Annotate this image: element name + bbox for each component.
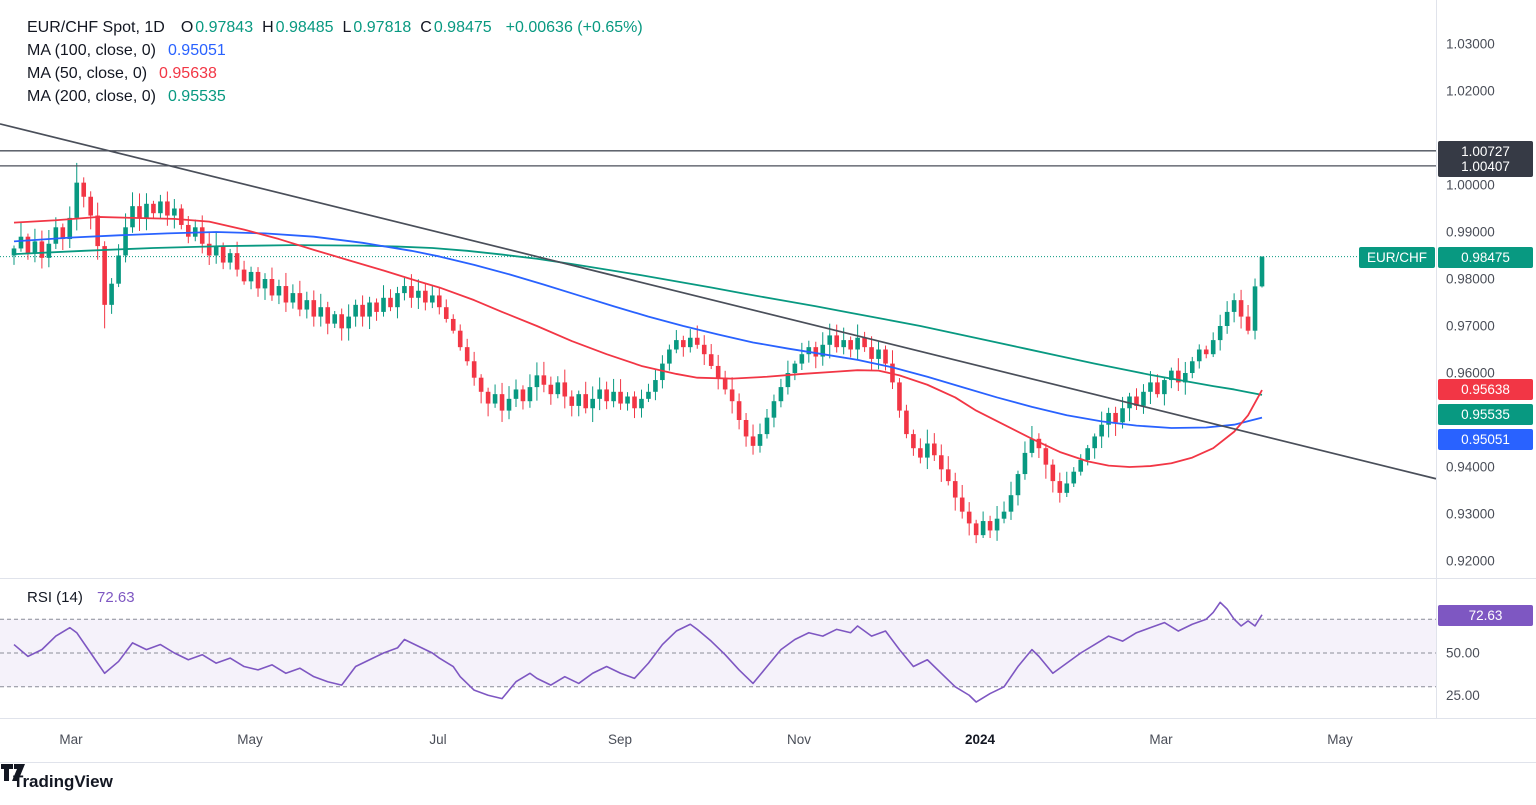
close-label: C xyxy=(420,19,432,36)
trendline xyxy=(0,123,1437,480)
close-pair: C 0.98475 xyxy=(420,16,491,39)
low-label: L xyxy=(342,19,352,36)
svg-text:May: May xyxy=(1327,732,1353,747)
svg-text:25.00: 25.00 xyxy=(1446,688,1480,703)
tradingview-logo-icon xyxy=(1,764,25,781)
svg-text:0.98000: 0.98000 xyxy=(1446,272,1495,287)
rsi-band xyxy=(0,618,1436,688)
svg-text:May: May xyxy=(237,732,263,747)
rsi-axis-labels: 50.00 25.00 xyxy=(1446,646,1480,703)
ma-50-value: 0.95638 xyxy=(159,65,217,82)
ma-200-value: 0.95535 xyxy=(167,88,226,105)
candlestick-series xyxy=(11,162,1265,544)
high-pair: H 0.98485 xyxy=(262,16,333,39)
svg-text:0.97000: 0.97000 xyxy=(1446,319,1495,334)
footer-bar: TradingView xyxy=(0,762,1536,805)
open-label: O xyxy=(180,19,194,36)
open-pair: O 0.97843 xyxy=(181,16,253,39)
svg-text:Nov: Nov xyxy=(787,732,811,747)
ma-200-legend-row[interactable]: MA (200, close, 0) 0.95535 xyxy=(27,85,643,108)
high-label: H xyxy=(262,19,274,36)
svg-text:2024: 2024 xyxy=(965,732,996,747)
svg-text:Sep: Sep xyxy=(608,732,632,747)
svg-text:1.03000: 1.03000 xyxy=(1446,37,1495,52)
tradingview-logo-text: TradingView xyxy=(13,772,113,791)
symbol-legend-row: EUR/CHF Spot, 1D O 0.97843 H 0.98485 L 0.97… xyxy=(27,16,643,39)
ma-50-legend-row[interactable]: MA (50, close, 0) 0.95638 xyxy=(27,62,643,85)
svg-text:0.93000: 0.93000 xyxy=(1446,507,1495,522)
symbol-title[interactable]: EUR/CHF Spot, 1D xyxy=(27,19,165,36)
tradingview-logo[interactable]: TradingView xyxy=(1,764,113,792)
open-value: 0.97843 xyxy=(195,19,254,36)
low-pair: L 0.97818 xyxy=(343,16,412,39)
ma-100-legend-row[interactable]: MA (100, close, 0) 0.95051 xyxy=(27,39,643,62)
svg-text:1.02000: 1.02000 xyxy=(1446,84,1495,99)
low-value: 0.97818 xyxy=(353,19,412,36)
ma-50-label: MA (50, close, 0) xyxy=(27,65,148,82)
svg-text:0.96000: 0.96000 xyxy=(1446,366,1495,381)
svg-text:Mar: Mar xyxy=(1149,732,1173,747)
svg-text:0.92000: 0.92000 xyxy=(1446,554,1495,569)
change-value: +0.00636 (+0.65%) xyxy=(505,19,643,36)
svg-text:50.00: 50.00 xyxy=(1446,646,1480,661)
ma100-line xyxy=(13,231,1263,429)
rsi-line xyxy=(13,601,1263,703)
price-axis-labels: 1.03000 1.02000 1.00000 0.99000 0.98000 0.970… xyxy=(1446,37,1495,569)
svg-text:0.94000: 0.94000 xyxy=(1446,460,1495,475)
pane-separators xyxy=(0,0,1536,719)
ma-100-label: MA (100, close, 0) xyxy=(27,42,156,59)
svg-text:Jul: Jul xyxy=(429,732,446,747)
horizontal-levels xyxy=(0,150,1436,167)
svg-text:1.00000: 1.00000 xyxy=(1446,178,1495,193)
ma-200-label: MA (200, close, 0) xyxy=(27,88,156,105)
high-value: 0.98485 xyxy=(275,19,334,36)
rsi-value: 72.63 xyxy=(97,589,135,606)
indicator-legend: EUR/CHF Spot, 1D O 0.97843 H 0.98485 L 0.97… xyxy=(27,16,643,108)
time-axis-labels: Mar May Jul Sep Nov 2024 Mar May xyxy=(59,732,1353,747)
ma-100-value: 0.95051 xyxy=(167,42,226,59)
ma50-line xyxy=(13,216,1263,468)
rsi-label: RSI (14) xyxy=(27,589,83,606)
svg-text:0.99000: 0.99000 xyxy=(1446,225,1495,240)
ma200-line xyxy=(13,244,1263,396)
close-value: 0.98475 xyxy=(433,19,492,36)
svg-text:Mar: Mar xyxy=(59,732,83,747)
chart-canvas[interactable]: 1.03000 1.02000 1.00000 0.99000 0.98000 0.970… xyxy=(0,0,1536,762)
rsi-legend-row[interactable]: RSI (14) 72.63 xyxy=(27,589,135,606)
